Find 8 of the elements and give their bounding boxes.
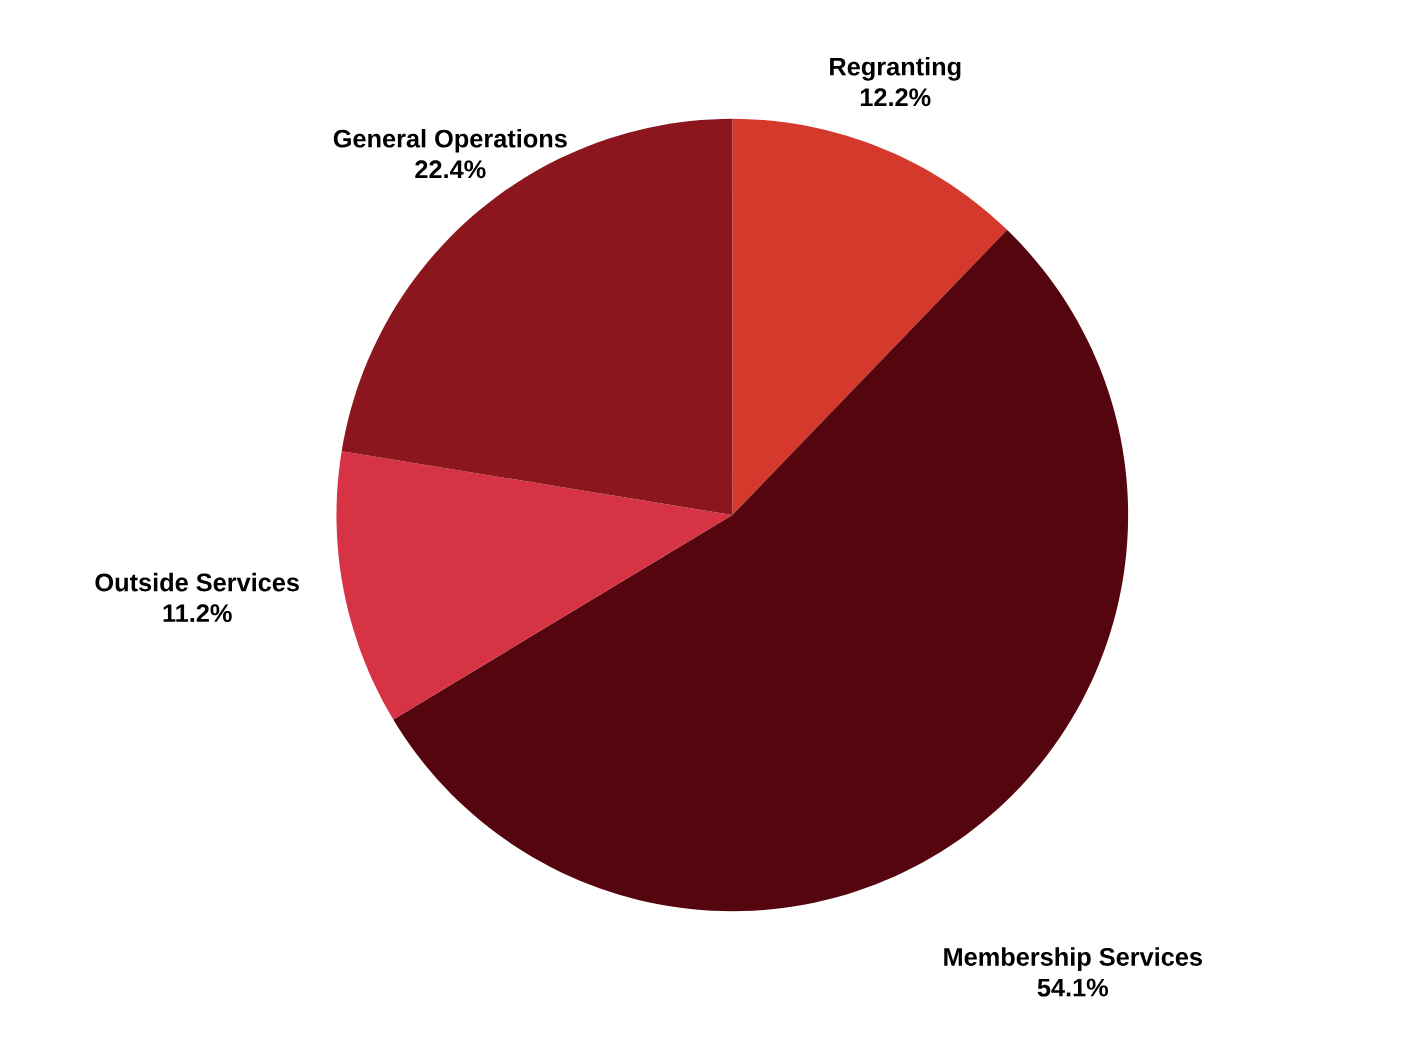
data-label: 11.2% <box>163 604 232 623</box>
data-label: 12.2% <box>860 88 931 107</box>
slice-label: Membership Services <box>944 947 1202 971</box>
slice-label: General Operations <box>333 129 567 153</box>
slice-label: Outside Services <box>95 572 299 592</box>
data-label: 22.4% <box>415 160 486 179</box>
slice-label: Regranting <box>830 56 961 81</box>
data-label: 54.1% <box>1037 978 1109 997</box>
